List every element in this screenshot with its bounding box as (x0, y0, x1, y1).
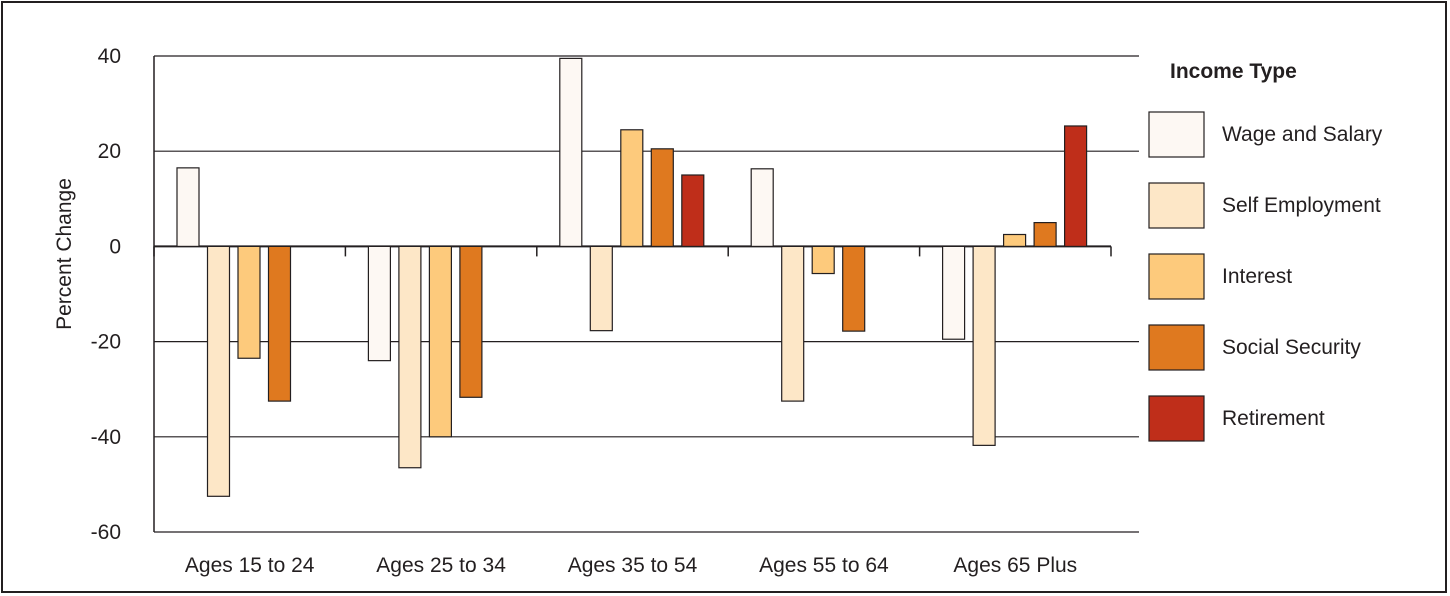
y-tick-label: -40 (91, 426, 121, 449)
bar (267, 245, 292, 402)
bars (176, 57, 1088, 497)
legend-label: Wage and Salary (1222, 123, 1383, 146)
bar (842, 245, 866, 332)
y-tick-label: -20 (91, 331, 121, 354)
bar (1063, 125, 1088, 248)
x-tick-label: Ages 65 Plus (953, 554, 1077, 577)
bar (206, 245, 231, 497)
bar (941, 245, 966, 340)
y-tick-label: 40 (98, 45, 121, 68)
x-tick-labels: Ages 15 to 24 Ages 25 to 34 Ages 35 to 54 A… (185, 554, 1077, 577)
legend-title: Income Type (1170, 60, 1297, 83)
bar (428, 245, 452, 438)
legend-swatch (1148, 182, 1205, 229)
x-tick-label: Ages 35 to 54 (568, 554, 698, 577)
bar (237, 245, 261, 359)
x-tick-label: Ages 15 to 24 (185, 554, 315, 577)
legend-label: Social Security (1222, 336, 1361, 359)
legend-label: Self Employment (1222, 194, 1381, 217)
bar (811, 245, 835, 275)
y-tick-label: 0 (109, 235, 121, 258)
legend-swatch (1148, 111, 1205, 158)
y-tick-labels: 40 20 0 -20 -40 -60 (91, 45, 121, 544)
legend-label: Retirement (1222, 407, 1325, 430)
bar (367, 245, 391, 362)
bar (972, 245, 996, 446)
bar (176, 167, 200, 248)
bar (459, 245, 483, 398)
bar (781, 245, 805, 402)
bar (1002, 233, 1027, 247)
legend-swatch (1148, 324, 1205, 371)
bar (1033, 222, 1057, 248)
axes (153, 56, 1112, 532)
legend-label: Interest (1222, 265, 1292, 288)
bar (620, 129, 644, 248)
bar (589, 245, 613, 332)
bar (650, 148, 674, 248)
y-tick-label: -60 (91, 521, 121, 544)
x-tick-label: Ages 55 to 64 (759, 554, 889, 577)
x-tick-label: Ages 25 to 34 (376, 554, 506, 577)
y-tick-label: 20 (98, 140, 121, 163)
legend-swatch (1148, 395, 1205, 442)
bar (559, 57, 583, 248)
bar (681, 174, 705, 248)
legend-swatch (1148, 253, 1205, 300)
legend: Income Type Wage and Salary Self Employme… (1148, 60, 1383, 442)
bar (750, 168, 774, 247)
bar (398, 245, 422, 469)
y-axis-label: Percent Change (53, 178, 76, 330)
bar-chart: 40 20 0 -20 -40 -60 Ages 15 to 24 Ages 25 to 3… (53, 45, 1383, 577)
